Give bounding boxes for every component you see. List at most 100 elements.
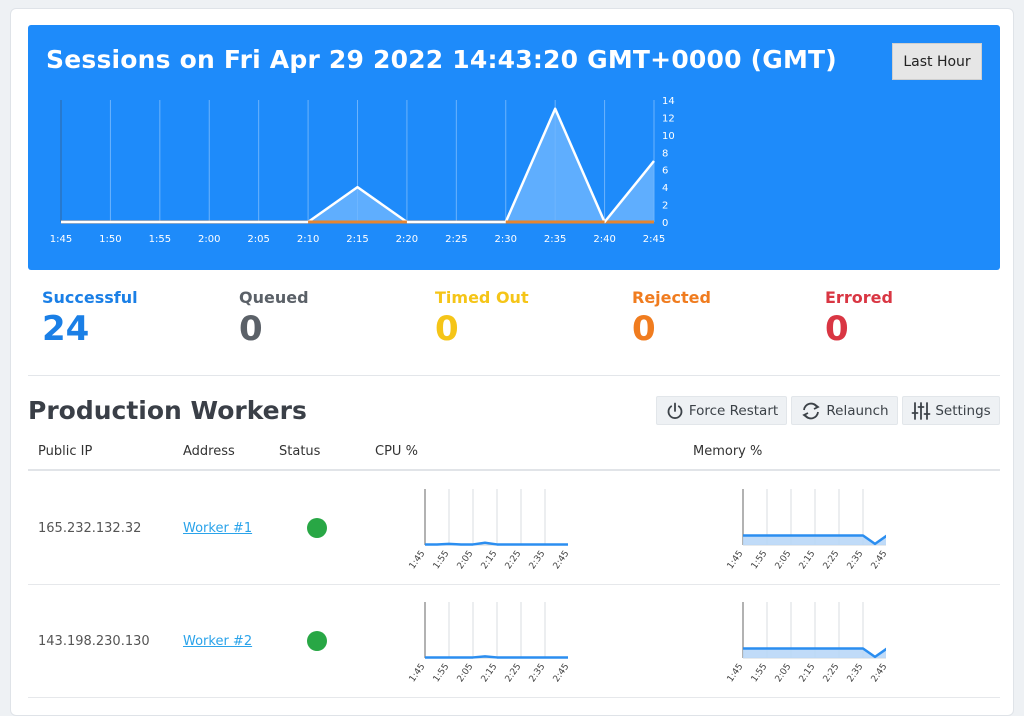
x-tick-label: 1:45 bbox=[50, 234, 72, 245]
x-tick-label: 2:35 bbox=[846, 662, 866, 684]
y-tick-label: 8 bbox=[662, 148, 668, 159]
y-tick-label: 10 bbox=[662, 131, 675, 142]
force-restart-label: Force Restart bbox=[688, 402, 779, 419]
workers-title: Production Workers bbox=[28, 396, 307, 425]
col-memory: Memory % bbox=[693, 444, 763, 459]
series-line bbox=[425, 655, 568, 659]
x-tick-label: 2:15 bbox=[798, 662, 818, 684]
cpu-chart: 1:451:552:052:152:252:352:45020406080100 bbox=[408, 602, 568, 684]
worker-link[interactable]: Worker #1 bbox=[183, 521, 253, 536]
x-tick-label: 2:05 bbox=[456, 549, 476, 571]
power-icon bbox=[667, 402, 683, 419]
x-tick-label: 2:15 bbox=[798, 549, 818, 571]
series-line bbox=[743, 534, 886, 546]
stat-value: 0 bbox=[239, 309, 263, 349]
x-tick-label: 1:45 bbox=[726, 662, 746, 684]
cpu-chart: 1:451:552:052:152:252:352:45020406080100 bbox=[408, 489, 568, 571]
y-tick-label: 4 bbox=[662, 183, 668, 194]
sessions-chart: 1:45 1:50 1:55 2:00 2:05 2:10 2:15 2:20 2:25 2:30… bbox=[50, 96, 675, 245]
stat-value: 0 bbox=[435, 309, 459, 349]
col-cpu: CPU % bbox=[375, 444, 418, 459]
x-tick-label: 2:35 bbox=[846, 549, 866, 571]
x-tick-label: 2:05 bbox=[247, 234, 269, 245]
x-tick-label: 1:55 bbox=[432, 549, 452, 571]
x-tick-label: 2:25 bbox=[822, 549, 842, 571]
x-tick-label: 2:35 bbox=[544, 234, 566, 245]
stats-row: Successful 24 Queued 0 Timed Out 0 Rejec… bbox=[28, 284, 1000, 376]
stat-label: Timed Out bbox=[435, 288, 529, 307]
x-tick-label: 2:05 bbox=[456, 662, 476, 684]
col-status: Status bbox=[279, 444, 321, 459]
stat-label: Queued bbox=[239, 288, 309, 307]
series-line bbox=[425, 541, 568, 546]
stat-value: 24 bbox=[42, 309, 90, 349]
x-tick-label: 2:20 bbox=[396, 234, 418, 245]
relaunch-button[interactable]: Relaunch bbox=[791, 396, 898, 425]
memory-chart: 1:451:552:052:152:252:352:45020406080100 bbox=[726, 602, 886, 684]
x-tick-label: 2:25 bbox=[504, 662, 524, 684]
y-tick-label: 0 bbox=[662, 218, 668, 229]
x-tick-label: 1:45 bbox=[408, 662, 428, 684]
x-tick-label: 2:45 bbox=[870, 662, 886, 684]
table-row[interactable]: 143.198.230.130 Worker #2 1:45 1:55 2:05 2:… bbox=[28, 585, 1000, 698]
relaunch-label: Relaunch bbox=[826, 402, 889, 419]
y-tick-label: 14 bbox=[662, 96, 675, 107]
stat-rejected: Rejected 0 bbox=[632, 288, 711, 349]
series-1-line bbox=[61, 107, 655, 224]
y-tick-label: 2 bbox=[662, 201, 668, 212]
settings-label: Settings bbox=[935, 402, 991, 419]
sessions-title: Sessions on Fri Apr 29 2022 14:43:20 GMT… bbox=[46, 45, 837, 74]
x-tick-label: 1:55 bbox=[750, 662, 770, 684]
x-tick-label: 1:55 bbox=[149, 234, 171, 245]
x-tick-label: 1:45 bbox=[408, 549, 428, 571]
x-tick-label: 2:05 bbox=[774, 662, 794, 684]
series-area bbox=[743, 648, 886, 658]
x-tick-label: 2:25 bbox=[445, 234, 467, 245]
status-indicator bbox=[307, 518, 327, 538]
x-tick-label: 2:10 bbox=[297, 234, 319, 245]
stat-successful: Successful 24 bbox=[42, 288, 138, 349]
worker-link[interactable]: Worker #2 bbox=[183, 634, 253, 649]
force-restart-button[interactable]: Force Restart bbox=[656, 396, 787, 425]
x-tick-label: 1:50 bbox=[99, 234, 121, 245]
series-line bbox=[743, 647, 886, 659]
x-tick-label: 2:45 bbox=[552, 662, 568, 684]
x-tick-label: 2:45 bbox=[552, 549, 568, 571]
x-tick-label: 1:55 bbox=[432, 662, 452, 684]
table-row[interactable]: 165.232.132.32 Worker #1 1:45 1:55 2:05 2:1… bbox=[28, 472, 1000, 585]
x-tick-label: 2:15 bbox=[480, 549, 500, 571]
y-tick-label: 12 bbox=[662, 113, 675, 124]
sliders-icon bbox=[911, 401, 931, 420]
status-indicator bbox=[307, 631, 327, 651]
series-area bbox=[61, 108, 654, 222]
memory-chart: 1:451:552:052:152:252:352:45020406080100 bbox=[726, 489, 886, 571]
stat-label: Rejected bbox=[632, 288, 711, 307]
workers-table-header: Public IP Address Status CPU % Memory % bbox=[28, 437, 1000, 471]
x-tick-label: 2:15 bbox=[480, 662, 500, 684]
x-tick-label: 2:25 bbox=[822, 662, 842, 684]
col-public-ip: Public IP bbox=[38, 444, 93, 459]
stat-label: Successful bbox=[42, 288, 138, 307]
x-tick-label: 2:35 bbox=[528, 549, 548, 571]
y-tick-label: 6 bbox=[662, 166, 668, 177]
worker-ip: 165.232.132.32 bbox=[38, 521, 142, 536]
series-area bbox=[743, 535, 886, 545]
x-tick-label: 2:30 bbox=[495, 234, 517, 245]
stat-value: 0 bbox=[825, 309, 849, 349]
x-tick-label: 2:35 bbox=[528, 662, 548, 684]
x-tick-label: 2:45 bbox=[643, 234, 665, 245]
stat-value: 0 bbox=[632, 309, 656, 349]
stat-timed-out: Timed Out 0 bbox=[435, 288, 529, 349]
x-tick-label: 2:45 bbox=[870, 549, 886, 571]
x-tick-label: 2:25 bbox=[504, 549, 524, 571]
stat-errored: Errored 0 bbox=[825, 288, 893, 349]
x-tick-label: 2:15 bbox=[346, 234, 368, 245]
stat-label: Errored bbox=[825, 288, 893, 307]
x-tick-label: 2:40 bbox=[593, 234, 615, 245]
x-tick-label: 2:00 bbox=[198, 234, 220, 245]
time-range-button[interactable]: Last Hour bbox=[892, 43, 982, 80]
settings-button[interactable]: Settings bbox=[902, 396, 1000, 425]
col-address: Address bbox=[183, 444, 235, 459]
stat-queued: Queued 0 bbox=[239, 288, 309, 349]
x-tick-label: 1:55 bbox=[750, 549, 770, 571]
